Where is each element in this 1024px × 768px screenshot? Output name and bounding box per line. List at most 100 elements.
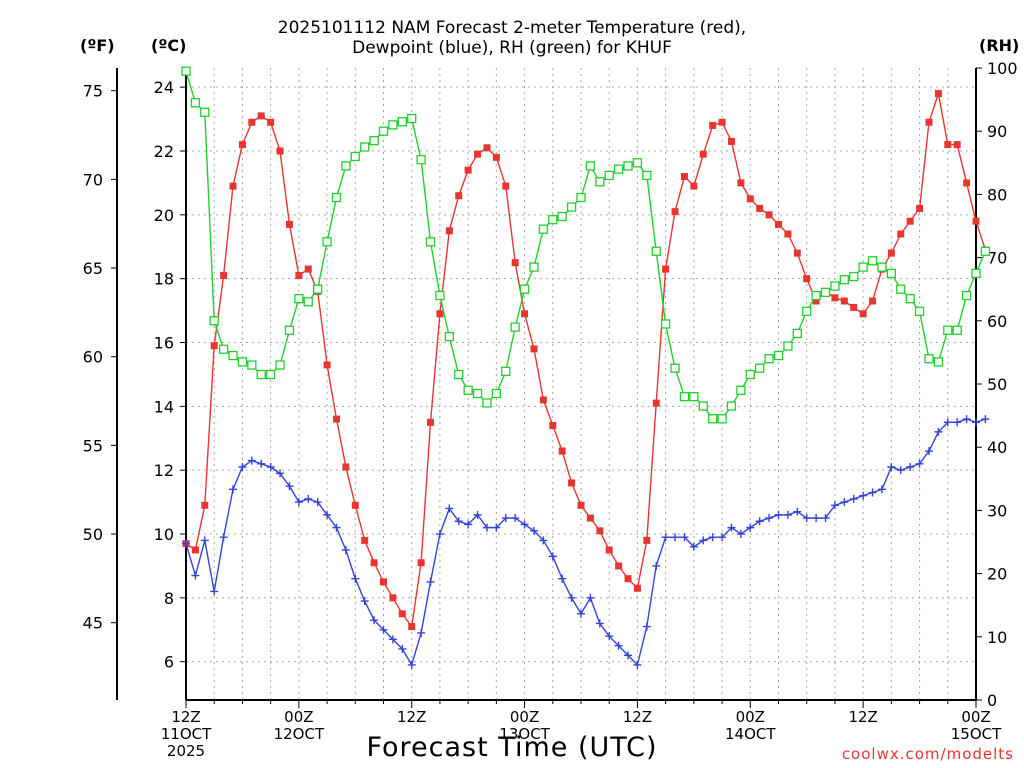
temperature-point bbox=[615, 562, 623, 570]
temperature-point bbox=[897, 230, 905, 238]
rh-axis-unit: (RH) bbox=[979, 36, 1020, 55]
dewpoint-point bbox=[802, 514, 811, 523]
temperature-point bbox=[417, 559, 425, 567]
rh-point bbox=[200, 107, 210, 117]
data-series bbox=[181, 66, 991, 669]
temperature-point bbox=[756, 204, 764, 212]
temperature-point bbox=[539, 396, 547, 404]
temperature-point bbox=[210, 342, 218, 350]
temperature-point bbox=[699, 150, 707, 158]
temperature-point bbox=[380, 578, 387, 586]
dewpoint-point bbox=[671, 533, 680, 542]
temperature-point bbox=[746, 195, 754, 203]
dewpoint-point bbox=[558, 574, 567, 583]
rh-point bbox=[435, 290, 445, 301]
temperature-point bbox=[492, 153, 500, 161]
dewpoint-point bbox=[727, 523, 736, 532]
temperature-point bbox=[671, 208, 679, 216]
temperature-point bbox=[718, 118, 726, 126]
rh-point bbox=[755, 363, 765, 373]
temperature-point bbox=[502, 182, 510, 190]
rh-point bbox=[360, 142, 370, 152]
dewpoint-line bbox=[185, 418, 986, 667]
rh-point bbox=[369, 136, 379, 146]
fahrenheit-tick-label: 55 bbox=[83, 436, 103, 455]
dewpoint-point bbox=[464, 520, 473, 529]
temperature-point bbox=[803, 275, 811, 283]
rh-tick-label: 70 bbox=[987, 249, 1007, 268]
temperature-point bbox=[304, 265, 312, 273]
credit-text: coolwx.com/modelts bbox=[841, 745, 1014, 763]
dewpoint-point bbox=[238, 462, 247, 471]
temperature-point bbox=[201, 501, 209, 509]
temperature-point bbox=[662, 265, 670, 273]
dewpoint-point bbox=[492, 523, 501, 532]
temperature-point bbox=[474, 150, 482, 158]
rh-point bbox=[623, 161, 633, 171]
relative-humidity-line bbox=[185, 71, 987, 420]
rh-tick-label: 40 bbox=[987, 438, 1007, 457]
x-tick-label: 12Z bbox=[397, 708, 426, 726]
dewpoint-point bbox=[445, 504, 454, 513]
rh-point bbox=[519, 284, 530, 294]
dewpoint-point bbox=[849, 494, 858, 503]
dewpoint-point bbox=[332, 523, 341, 532]
rh-tick-label: 50 bbox=[987, 375, 1007, 394]
temperature-point bbox=[727, 137, 735, 145]
dewpoint-point bbox=[981, 415, 990, 424]
rh-point bbox=[209, 316, 219, 326]
rh-point bbox=[830, 281, 840, 291]
dewpoint-point bbox=[887, 462, 896, 471]
rh-point bbox=[933, 357, 944, 367]
axes: 45 50 55 60 65 70 75 6 8 10 12 14 16 18 20 22 24 0 10 20 30 4… bbox=[83, 59, 1018, 760]
rh-point bbox=[378, 126, 389, 136]
temperature-point bbox=[690, 182, 698, 190]
celsius-tick-label: 24 bbox=[154, 78, 174, 97]
rh-point bbox=[284, 325, 295, 335]
x-tick-label: 00Z bbox=[510, 708, 539, 726]
temperature-point bbox=[944, 141, 952, 149]
temperature-point bbox=[295, 271, 303, 279]
temperature-point bbox=[427, 418, 435, 426]
rh-point bbox=[980, 246, 991, 256]
dewpoint-point bbox=[877, 485, 886, 494]
temperature-point bbox=[775, 220, 782, 228]
temperature-point bbox=[643, 536, 651, 544]
dewpoint-point bbox=[407, 660, 416, 669]
rh-point bbox=[463, 385, 473, 395]
temperature-point bbox=[869, 297, 877, 305]
rh-point bbox=[613, 164, 624, 174]
rh-point bbox=[303, 297, 313, 307]
dewpoint-point bbox=[689, 542, 698, 551]
dewpoint-point bbox=[605, 632, 614, 641]
dewpoint-point bbox=[774, 510, 783, 519]
temperature-point bbox=[267, 118, 275, 126]
temperature-point bbox=[596, 527, 604, 535]
rh-point bbox=[454, 369, 464, 380]
dewpoint-point bbox=[577, 609, 585, 618]
temperature-point bbox=[831, 294, 839, 302]
temperature-point bbox=[586, 514, 594, 522]
rh-point bbox=[237, 357, 248, 367]
dewpoint-point bbox=[755, 517, 764, 526]
temperature-point bbox=[633, 584, 641, 592]
rh-point bbox=[792, 328, 802, 339]
dewpoint-point bbox=[379, 625, 388, 634]
temperature-point bbox=[680, 173, 688, 181]
temperature-point bbox=[925, 118, 933, 126]
dewpoint-point bbox=[972, 418, 980, 427]
rh-point bbox=[914, 306, 925, 316]
rh-point bbox=[886, 268, 897, 279]
temperature-point bbox=[850, 303, 858, 311]
x-axis-title: Forecast Time (UTC) bbox=[366, 732, 658, 763]
temperature-point bbox=[812, 297, 820, 305]
dewpoint-point bbox=[539, 536, 548, 545]
rh-tick-label: 10 bbox=[987, 628, 1007, 647]
rh-point bbox=[849, 271, 859, 282]
fahrenheit-tick-label: 75 bbox=[83, 82, 103, 101]
rh-point bbox=[350, 151, 360, 162]
x-tick-label: 12Z bbox=[848, 708, 877, 726]
temperature-point bbox=[361, 536, 369, 544]
temperature-point bbox=[624, 575, 632, 583]
temperature-point bbox=[652, 399, 660, 407]
